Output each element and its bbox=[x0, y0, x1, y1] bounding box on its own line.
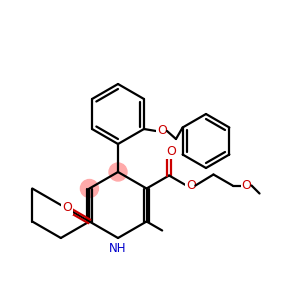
Text: O: O bbox=[166, 145, 176, 158]
Circle shape bbox=[80, 179, 98, 197]
Text: O: O bbox=[157, 124, 167, 136]
Circle shape bbox=[109, 163, 127, 181]
Text: O: O bbox=[242, 179, 251, 192]
Text: O: O bbox=[187, 179, 196, 192]
Text: NH: NH bbox=[109, 242, 127, 254]
Text: O: O bbox=[62, 201, 72, 214]
